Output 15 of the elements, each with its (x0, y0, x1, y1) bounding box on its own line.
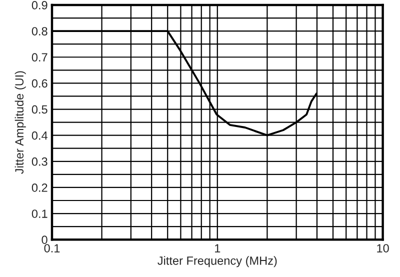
y-tick-label: 0.5 (32, 105, 48, 114)
x-tick-label: 1 (215, 244, 220, 252)
y-tick-label: 0.6 (32, 79, 48, 88)
y-axis-title: Jitter Amplitude (UI) (14, 71, 26, 174)
y-tick-label: 0.9 (32, 1, 48, 10)
y-tick-label: 0.7 (32, 53, 48, 62)
y-tick-label: 0.1 (32, 210, 48, 218)
x-tick-label: 0.1 (44, 244, 60, 252)
y-tick-label: 0 (42, 236, 48, 244)
x-tick-label: 10 (377, 244, 389, 252)
y-tick-label: 0.2 (32, 184, 48, 192)
x-axis-title: Jitter Frequency (MHz) (158, 256, 277, 268)
y-tick-label: 0.8 (32, 27, 48, 36)
y-tick-label: 0.4 (32, 131, 48, 140)
y-tick-label: 0.3 (32, 157, 48, 166)
